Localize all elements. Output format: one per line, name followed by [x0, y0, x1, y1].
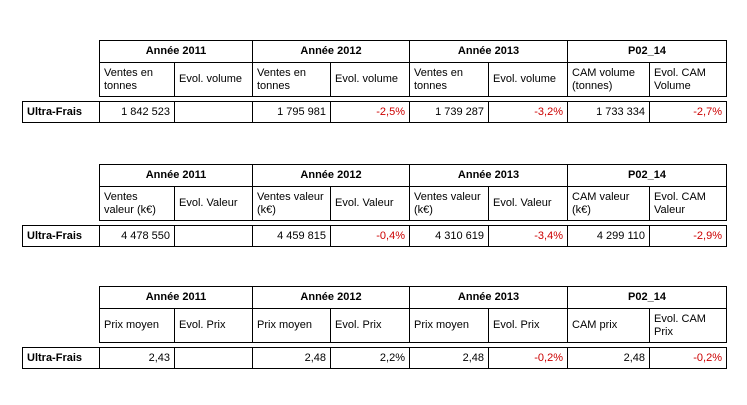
- table-cell: 4 310 619: [409, 225, 489, 247]
- column-subheader: Ventes valeur (k€): [252, 186, 331, 221]
- column-subheader: Prix moyen: [252, 308, 331, 343]
- table-cell: 4 478 550: [99, 225, 175, 247]
- column-subheader: CAM prix: [567, 308, 650, 343]
- year-header: Année 2013: [409, 40, 568, 63]
- year-header: Année 2013: [409, 164, 568, 187]
- table-cell: 1 795 981: [252, 101, 331, 123]
- table-cell: -2,5%: [330, 101, 410, 123]
- column-subheader: Ventes en tonnes: [409, 62, 489, 97]
- column-subheader: Ventes en tonnes: [99, 62, 175, 97]
- year-header: Année 2013: [409, 286, 568, 309]
- table-cell: 1 842 523: [99, 101, 175, 123]
- column-subheader: Evol. Valeur: [330, 186, 410, 221]
- table-cell: -2,7%: [649, 101, 727, 123]
- column-subheader: Ventes en tonnes: [252, 62, 331, 97]
- year-header: Année 2012: [252, 164, 410, 187]
- year-header: Année 2011: [99, 40, 253, 63]
- column-subheader: Ventes valeur (k€): [99, 186, 175, 221]
- table-cell: [174, 347, 253, 369]
- volume-table: Année 2011 Année 2012 Année 2013 P02_14 …: [22, 40, 727, 123]
- column-subheader: Evol. Prix: [174, 308, 253, 343]
- column-subheader: Evol. volume: [174, 62, 253, 97]
- table-cell: -3,4%: [488, 225, 568, 247]
- row-label: Ultra-Frais: [22, 347, 100, 369]
- column-subheader: Evol. CAM Volume: [649, 62, 727, 97]
- column-subheader: CAM valeur (k€): [567, 186, 650, 221]
- column-subheader: Evol. Prix: [488, 308, 568, 343]
- year-header: Année 2012: [252, 40, 410, 63]
- table-cell: 4 299 110: [567, 225, 650, 247]
- column-subheader: Evol. volume: [330, 62, 410, 97]
- table-cell: -0,2%: [488, 347, 568, 369]
- table-cell: 1 733 334: [567, 101, 650, 123]
- table-cell: 4 459 815: [252, 225, 331, 247]
- column-subheader: CAM volume (tonnes): [567, 62, 650, 97]
- table-cell: 2,48: [409, 347, 489, 369]
- year-header: Année 2012: [252, 286, 410, 309]
- table-cell: [174, 225, 253, 247]
- row-label: Ultra-Frais: [22, 225, 100, 247]
- table-cell: [174, 101, 253, 123]
- row-label: Ultra-Frais: [22, 101, 100, 123]
- year-header: P02_14: [567, 286, 727, 309]
- table-cell: -3,2%: [488, 101, 568, 123]
- column-subheader: Prix moyen: [409, 308, 489, 343]
- column-subheader: Prix moyen: [99, 308, 175, 343]
- year-header: Année 2011: [99, 286, 253, 309]
- table-cell: 1 739 287: [409, 101, 489, 123]
- column-subheader: Ventes valeur (k€): [409, 186, 489, 221]
- table-cell: 2,48: [567, 347, 650, 369]
- table-cell: -0,2%: [649, 347, 727, 369]
- table-cell: -2,9%: [649, 225, 727, 247]
- table-cell: 2,2%: [330, 347, 410, 369]
- column-subheader: Evol. CAM Prix: [649, 308, 727, 343]
- column-subheader: Evol. Valeur: [174, 186, 253, 221]
- year-header: P02_14: [567, 40, 727, 63]
- table-cell: -0,4%: [330, 225, 410, 247]
- column-subheader: Evol. Valeur: [488, 186, 568, 221]
- year-header: P02_14: [567, 164, 727, 187]
- value-table: Année 2011 Année 2012 Année 2013 P02_14 …: [22, 164, 727, 247]
- table-cell: 2,48: [252, 347, 331, 369]
- table-cell: 2,43: [99, 347, 175, 369]
- column-subheader: Evol. CAM Valeur: [649, 186, 727, 221]
- year-header: Année 2011: [99, 164, 253, 187]
- column-subheader: Evol. volume: [488, 62, 568, 97]
- column-subheader: Evol. Prix: [330, 308, 410, 343]
- price-table: Année 2011 Année 2012 Année 2013 P02_14 …: [22, 286, 727, 369]
